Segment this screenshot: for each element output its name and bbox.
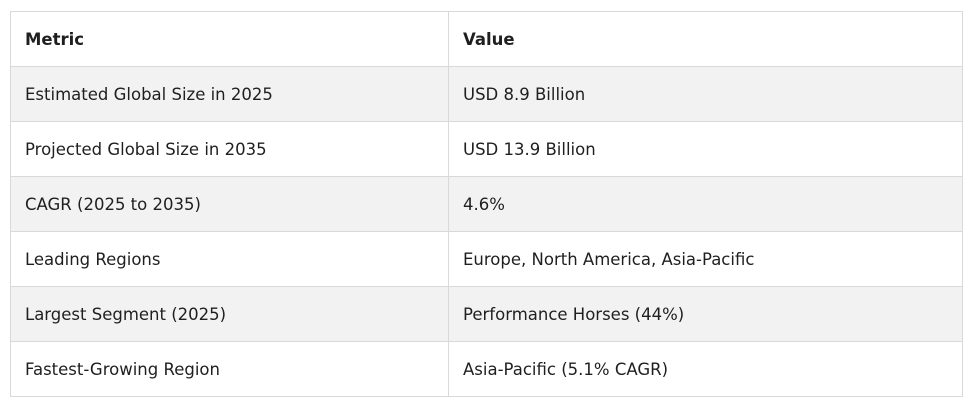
metric-cell: Projected Global Size in 2035 [10,121,449,177]
table-row: Leading Regions Europe, North America, A… [10,231,963,287]
header-metric: Metric [10,11,449,67]
table-row: Largest Segment (2025) Performance Horse… [10,286,963,342]
table-row: Projected Global Size in 2035 USD 13.9 B… [10,121,963,177]
metrics-table-container: Metric Value Estimated Global Size in 20… [10,11,963,397]
value-cell: Europe, North America, Asia-Pacific [448,231,963,287]
header-value: Value [448,11,963,67]
value-cell: USD 8.9 Billion [448,66,963,122]
value-cell: 4.6% [448,176,963,232]
metrics-table: Metric Value Estimated Global Size in 20… [10,11,963,397]
metric-cell: Estimated Global Size in 2025 [10,66,449,122]
value-cell: Asia-Pacific (5.1% CAGR) [448,341,963,397]
table-row: CAGR (2025 to 2035) 4.6% [10,176,963,232]
table-row: Estimated Global Size in 2025 USD 8.9 Bi… [10,66,963,122]
metric-cell: CAGR (2025 to 2035) [10,176,449,232]
value-cell: Performance Horses (44%) [448,286,963,342]
metric-cell: Largest Segment (2025) [10,286,449,342]
table-row: Fastest-Growing Region Asia-Pacific (5.1… [10,341,963,397]
header-row: Metric Value [10,11,963,67]
metric-cell: Fastest-Growing Region [10,341,449,397]
value-cell: USD 13.9 Billion [448,121,963,177]
metric-cell: Leading Regions [10,231,449,287]
